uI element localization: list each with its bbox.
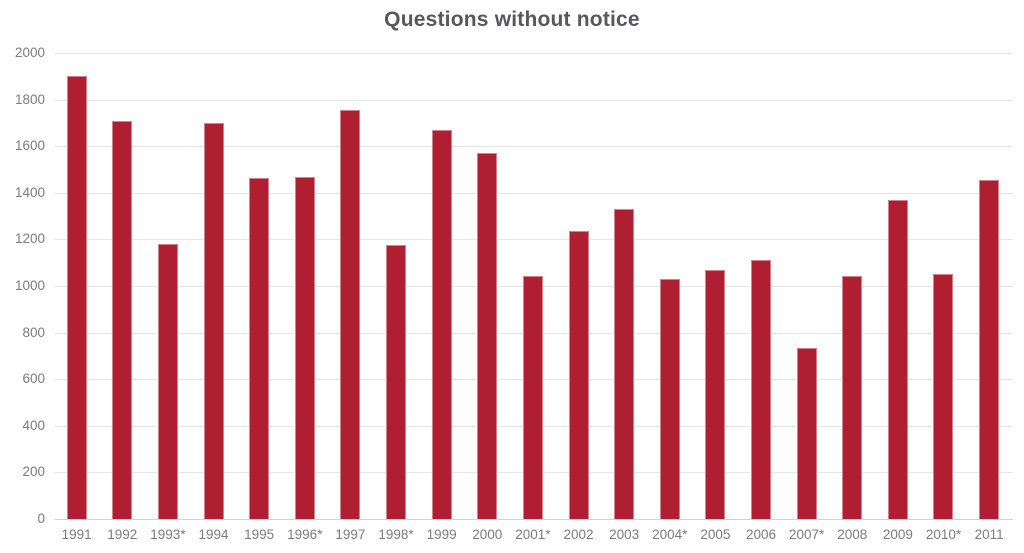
x-axis-tick-label: 2007* — [788, 527, 825, 542]
bar-1995 — [249, 177, 270, 519]
x-axis-tick-label: 2004* — [652, 527, 688, 542]
bar-2005 — [705, 269, 726, 519]
gridline — [55, 192, 1013, 194]
bar-2003 — [614, 209, 635, 519]
bar-1996 — [294, 176, 315, 519]
bar-2010 — [933, 274, 954, 519]
bar-2006 — [751, 260, 771, 519]
x-axis-tick-label: 2002 — [563, 527, 594, 542]
bar-1992 — [112, 120, 133, 519]
bar-2001 — [522, 275, 543, 519]
x-axis-baseline — [55, 519, 1013, 520]
x-axis-tick-label: 1998* — [378, 527, 414, 542]
bar-2002 — [568, 231, 589, 519]
bar-1998 — [386, 245, 407, 519]
bar-1991 — [66, 76, 87, 519]
x-axis-tick-label: 1996* — [287, 527, 323, 542]
bar-2011 — [979, 180, 1000, 519]
x-axis-tick-label: 1991 — [61, 527, 92, 542]
bar-2009 — [887, 199, 908, 519]
x-axis-tick-label: 2001* — [515, 527, 551, 542]
y-axis-tick-label: 600 — [22, 371, 45, 387]
y-axis-tick-label: 1800 — [14, 91, 45, 107]
x-axis-tick-label: 2003 — [609, 527, 640, 542]
gridline — [55, 146, 1013, 148]
bar-1994 — [203, 122, 224, 519]
y-axis-tick-label: 200 — [22, 464, 45, 480]
y-axis-tick-label: 1400 — [14, 184, 45, 200]
chart-title: Questions without notice — [384, 8, 640, 31]
y-axis-tick-label: 800 — [22, 324, 45, 340]
gridline — [55, 99, 1013, 101]
x-axis-tick-label: 2005 — [700, 527, 731, 542]
x-axis-tick-label: 2010* — [925, 527, 962, 542]
x-axis-tick-label: 2000 — [472, 527, 503, 542]
gridline — [55, 53, 1013, 54]
x-axis-tick-label: 1994 — [198, 527, 229, 542]
bar-1997 — [340, 110, 361, 519]
y-axis-tick-label: 0 — [37, 511, 45, 526]
y-axis-tick-label: 400 — [22, 417, 45, 433]
x-axis-tick-label: 2008 — [837, 527, 868, 542]
y-axis-tick-label: 1200 — [14, 231, 45, 247]
x-axis-tick-label: 1997 — [335, 527, 366, 542]
x-axis-tick-label: 2011 — [974, 527, 1004, 542]
y-axis-tick-label: 1000 — [14, 278, 45, 293]
y-axis-tick-label: 2000 — [14, 45, 45, 60]
bar-2007 — [796, 347, 817, 519]
bar-2000 — [477, 153, 498, 519]
x-axis-tick-label: 1992 — [107, 527, 138, 542]
x-axis-tick-label: 1993* — [150, 527, 186, 542]
plot-area — [55, 53, 1013, 520]
x-axis-tick-label: 2009 — [882, 527, 913, 542]
x-axis-tick-label: 1995 — [244, 527, 275, 542]
bar-2008 — [842, 275, 863, 519]
bar-1993 — [157, 244, 178, 519]
x-axis-tick-label: 2006 — [745, 527, 777, 542]
x-axis-tick-label: 1999 — [426, 527, 457, 542]
bar-2004 — [659, 279, 680, 519]
y-axis-tick-label: 1600 — [14, 138, 45, 154]
gridline — [55, 239, 1013, 241]
bar-1999 — [431, 129, 452, 519]
